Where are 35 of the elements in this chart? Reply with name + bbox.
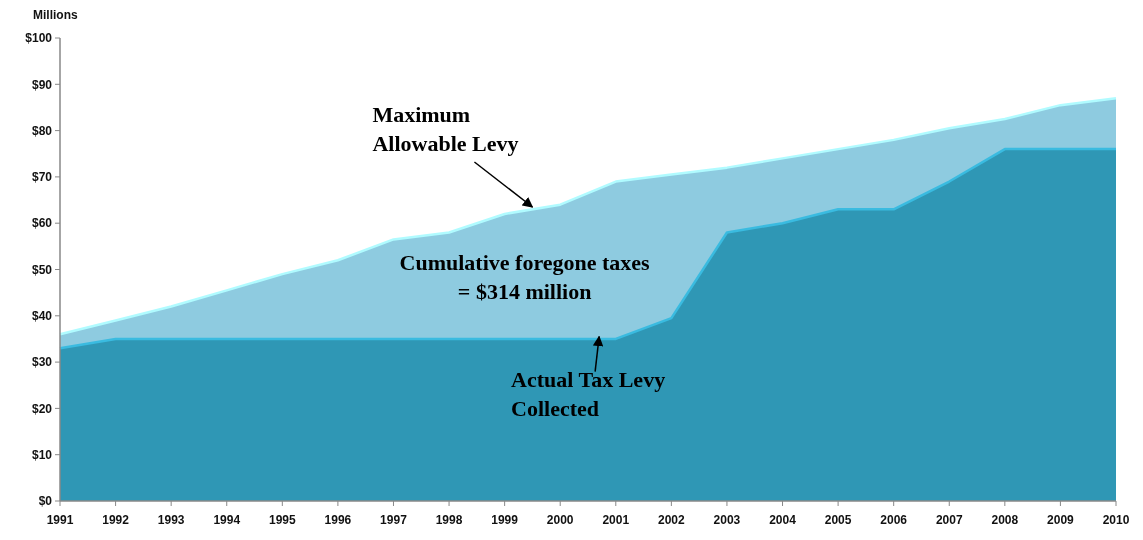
x-tick-label: 1999 (491, 513, 519, 527)
x-tick-label: 2001 (602, 513, 630, 527)
x-tick-label: 2010 (1102, 513, 1130, 527)
x-tick-label: 1997 (380, 513, 408, 527)
y-tick-label: $10 (31, 447, 53, 462)
x-tick-label: 2004 (769, 513, 797, 527)
y-tick-label: $0 (38, 494, 53, 509)
y-tick-label: $60 (31, 216, 53, 231)
x-tick-label: 1996 (324, 513, 352, 527)
y-axis-title: Millions (33, 8, 78, 22)
x-tick-label: 2002 (658, 513, 686, 527)
x-tick-label: 2003 (713, 513, 741, 527)
x-tick-label: 1991 (46, 513, 74, 527)
x-tick-label: 1994 (213, 513, 241, 527)
y-tick-label: $100 (25, 31, 53, 46)
x-tick-label: 1992 (102, 513, 130, 527)
y-tick-label: $80 (31, 123, 53, 138)
x-tick-label: 2008 (991, 513, 1019, 527)
x-tick-label: 1995 (268, 513, 296, 527)
x-tick-label: 2000 (546, 513, 574, 527)
y-tick-label: $40 (31, 309, 53, 323)
y-tick-label: $30 (31, 355, 53, 370)
x-tick-label: 2007 (935, 513, 963, 527)
y-tick-label: $70 (31, 170, 53, 185)
y-tick-label: $20 (31, 401, 53, 416)
annotation: Maximum Allowable Levy (372, 102, 519, 156)
x-tick-label: 2005 (824, 513, 852, 527)
annotation: Cumulative foregone taxes = $314 million (399, 249, 651, 304)
y-tick-label: $50 (31, 262, 53, 277)
annotation: Actual Tax Levy Collected (511, 366, 666, 421)
x-tick-label: 1998 (435, 513, 463, 527)
x-tick-label: 2006 (880, 513, 908, 527)
x-tick-label: 2009 (1047, 513, 1075, 527)
x-tick-label: 1993 (157, 513, 185, 527)
y-tick-label: $90 (31, 77, 53, 92)
